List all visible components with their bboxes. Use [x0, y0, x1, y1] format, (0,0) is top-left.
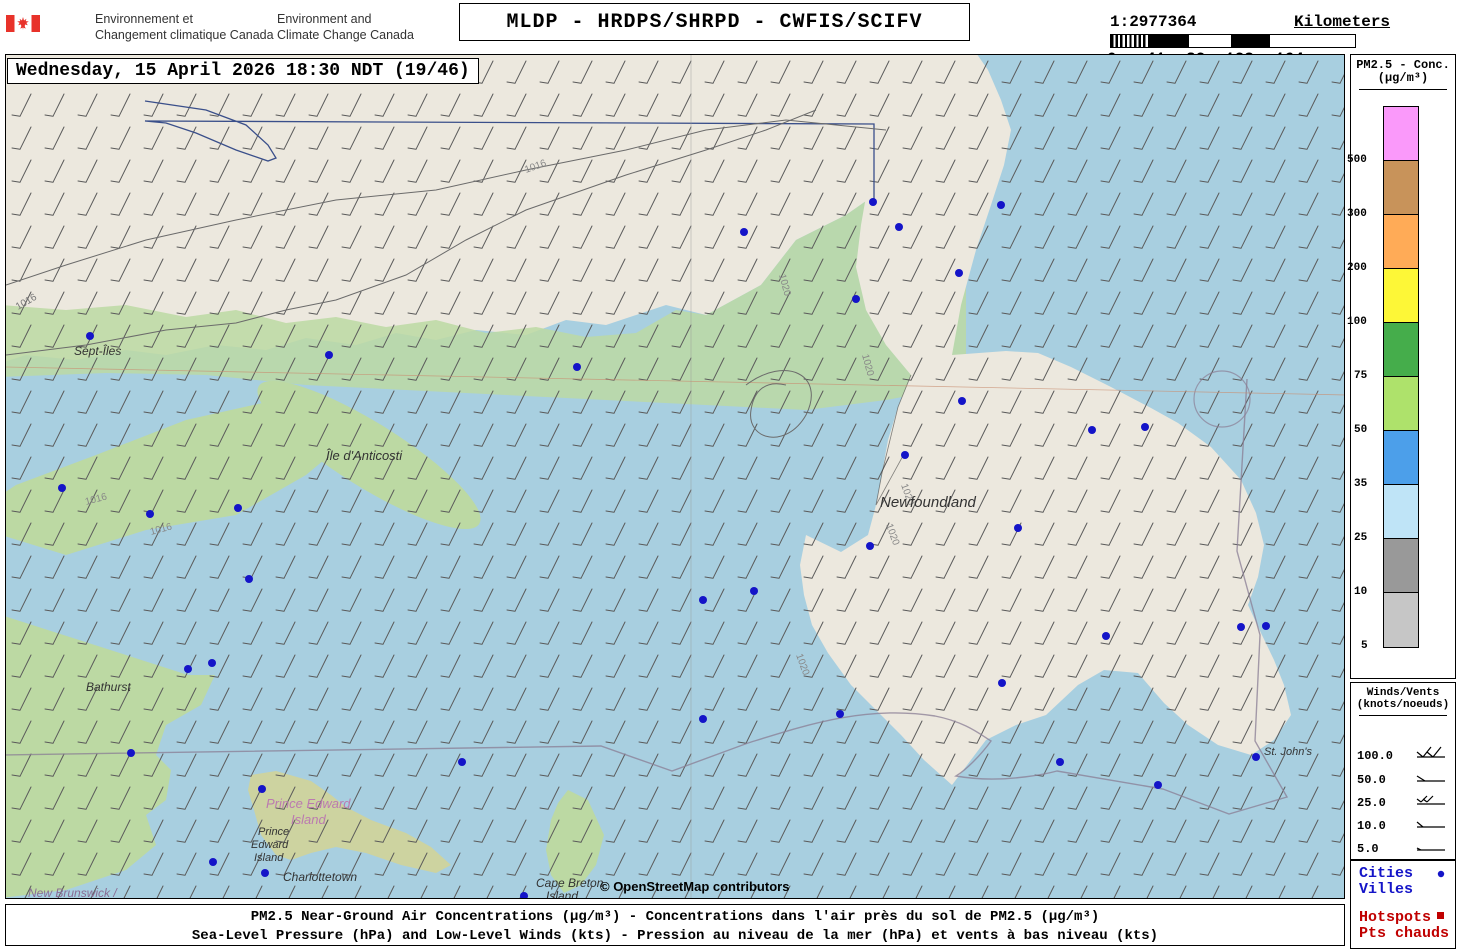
svg-text:Prince: Prince — [258, 826, 289, 838]
svg-text:10.0: 10.0 — [1357, 819, 1386, 833]
svg-text:© OpenStreetMap contributors: © OpenStreetMap contributors — [600, 879, 789, 894]
svg-text:Sept-Îles: Sept-Îles — [74, 343, 121, 358]
svg-text:Bathurst: Bathurst — [86, 680, 131, 694]
svg-text:Edward: Edward — [251, 839, 289, 851]
svg-text:Island: Island — [254, 852, 284, 864]
svg-text:New Brunswick /: New Brunswick / — [28, 886, 118, 899]
svg-text:Cape Breton: Cape Breton — [536, 876, 604, 890]
svg-text:Charlottetown: Charlottetown — [283, 870, 357, 884]
svg-text:5.0: 5.0 — [1357, 842, 1379, 855]
svg-text:Island: Island — [291, 812, 326, 827]
svg-text:St. John's: St. John's — [1264, 746, 1312, 758]
svg-text:Island: Island — [546, 889, 578, 899]
svg-text:100.0: 100.0 — [1357, 749, 1393, 763]
svg-text:Newfoundland: Newfoundland — [880, 494, 977, 511]
svg-text:Prince Edward: Prince Edward — [266, 796, 351, 811]
svg-text:50.0: 50.0 — [1357, 773, 1386, 787]
svg-text:Île d'Anticosti: Île d'Anticosti — [326, 448, 403, 463]
svg-text:25.0: 25.0 — [1357, 796, 1386, 810]
